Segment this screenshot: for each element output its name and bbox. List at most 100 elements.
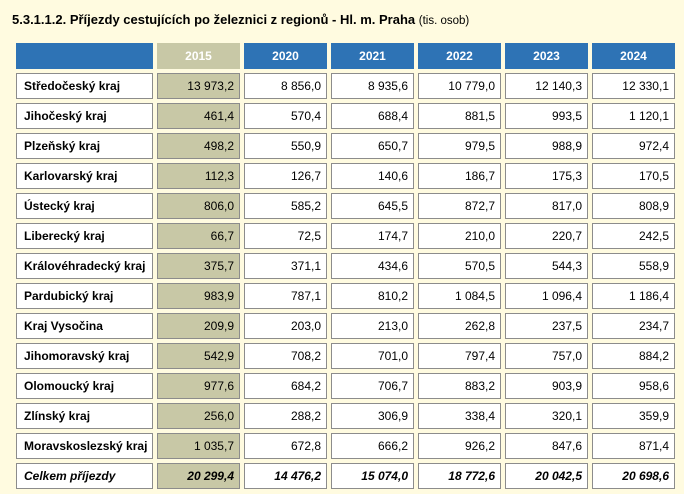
value-cell: 20 698,6 [592,463,675,489]
region-name: Karlovarský kraj [16,163,153,189]
value-cell: 1 096,4 [505,283,588,309]
value-cell: 434,6 [331,253,414,279]
table-row: Jihočeský kraj 461,4 570,4 688,4 881,5 993,5 1… [16,103,675,129]
value-cell: 498,2 [157,133,240,159]
value-cell: 979,5 [418,133,501,159]
value-cell: 958,6 [592,373,675,399]
value-cell: 461,4 [157,103,240,129]
header-year: 2023 [505,43,588,69]
header-corner [16,43,153,69]
value-cell: 550,9 [244,133,327,159]
value-cell: 650,7 [331,133,414,159]
value-cell: 542,9 [157,343,240,369]
value-cell: 1 186,4 [592,283,675,309]
value-cell: 871,4 [592,433,675,459]
region-name: Jihočeský kraj [16,103,153,129]
region-name: Celkem příjezdy [16,463,153,489]
region-name: Středočeský kraj [16,73,153,99]
header-year: 2021 [331,43,414,69]
value-cell: 8 856,0 [244,73,327,99]
value-cell: 234,7 [592,313,675,339]
value-cell: 140,6 [331,163,414,189]
value-cell: 701,0 [331,343,414,369]
header-year: 2020 [244,43,327,69]
value-cell: 883,2 [418,373,501,399]
value-cell: 375,7 [157,253,240,279]
value-cell: 175,3 [505,163,588,189]
value-cell: 977,6 [157,373,240,399]
value-cell: 371,1 [244,253,327,279]
region-name: Jihomoravský kraj [16,343,153,369]
value-cell: 993,5 [505,103,588,129]
value-cell: 684,2 [244,373,327,399]
value-cell: 558,9 [592,253,675,279]
value-cell: 126,7 [244,163,327,189]
header-row: 2015 2020 2021 2022 2023 2024 [16,43,675,69]
table-row: Olomoucký kraj 977,6 684,2 706,7 883,2 903,9 9… [16,373,675,399]
value-cell: 1 084,5 [418,283,501,309]
value-cell: 810,2 [331,283,414,309]
value-cell: 170,5 [592,163,675,189]
value-cell: 1 035,7 [157,433,240,459]
region-name: Pardubický kraj [16,283,153,309]
value-cell: 256,0 [157,403,240,429]
value-cell: 787,1 [244,283,327,309]
value-cell: 288,2 [244,403,327,429]
value-cell: 10 779,0 [418,73,501,99]
value-cell: 983,9 [157,283,240,309]
region-name: Kraj Vysočina [16,313,153,339]
table-row: Kraj Vysočina 209,9 203,0 213,0 262,8 237,5 23… [16,313,675,339]
value-cell: 706,7 [331,373,414,399]
value-cell: 926,2 [418,433,501,459]
region-name: Zlínský kraj [16,403,153,429]
value-cell: 544,3 [505,253,588,279]
value-cell: 306,9 [331,403,414,429]
value-cell: 20 042,5 [505,463,588,489]
table-row: Zlínský kraj 256,0 288,2 306,9 338,4 320,1 359… [16,403,675,429]
total-row: Celkem příjezdy 20 299,4 14 476,2 15 074,0 1… [16,463,675,489]
table-row: Královéhradecký kraj 375,7 371,1 434,6 570,5… [16,253,675,279]
table-row: Středočeský kraj 13 973,2 8 856,0 8 935,6 10… [16,73,675,99]
header-year: 2024 [592,43,675,69]
value-cell: 12 140,3 [505,73,588,99]
value-cell: 872,7 [418,193,501,219]
value-cell: 237,5 [505,313,588,339]
value-cell: 320,1 [505,403,588,429]
value-cell: 757,0 [505,343,588,369]
value-cell: 18 772,6 [418,463,501,489]
value-cell: 12 330,1 [592,73,675,99]
table-row: Liberecký kraj 66,7 72,5 174,7 210,0 220,7 242… [16,223,675,249]
value-cell: 213,0 [331,313,414,339]
value-cell: 881,5 [418,103,501,129]
value-cell: 174,7 [331,223,414,249]
value-cell: 8 935,6 [331,73,414,99]
value-cell: 209,9 [157,313,240,339]
value-cell: 988,9 [505,133,588,159]
value-cell: 14 476,2 [244,463,327,489]
value-cell: 262,8 [418,313,501,339]
value-cell: 688,4 [331,103,414,129]
value-cell: 186,7 [418,163,501,189]
value-cell: 884,2 [592,343,675,369]
value-cell: 13 973,2 [157,73,240,99]
unit-label: (tis. osob) [418,15,470,27]
table-row: Pardubický kraj 983,9 787,1 810,2 1 084,5 1 0… [16,283,675,309]
header-year: 2022 [418,43,501,69]
table-row: Karlovarský kraj 112,3 126,7 140,6 186,7 175,… [16,163,675,189]
data-table: 2015 2020 2021 2022 2023 2024 Středočesk… [12,39,679,493]
value-cell: 817,0 [505,193,588,219]
table-row: Jihomoravský kraj 542,9 708,2 701,0 797,4 757… [16,343,675,369]
page-title: 5.3.1.1.2. Příjezdy cestujících po želez… [12,12,469,27]
value-cell: 1 120,1 [592,103,675,129]
value-cell: 972,4 [592,133,675,159]
value-cell: 15 074,0 [331,463,414,489]
value-cell: 203,0 [244,313,327,339]
header-year: 2015 [157,43,240,69]
title-text: 5.3.1.1.2. Příjezdy cestujících po želez… [12,12,416,27]
value-cell: 66,7 [157,223,240,249]
value-cell: 570,4 [244,103,327,129]
value-cell: 847,6 [505,433,588,459]
value-cell: 72,5 [244,223,327,249]
value-cell: 242,5 [592,223,675,249]
region-name: Liberecký kraj [16,223,153,249]
